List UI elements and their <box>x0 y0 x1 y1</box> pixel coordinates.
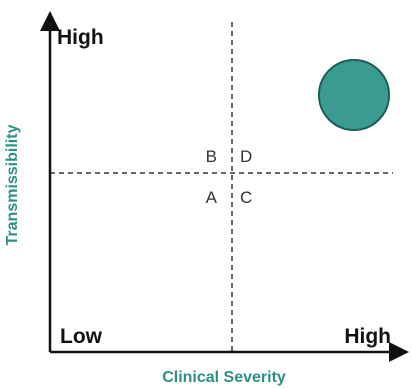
y-axis-high-label: High <box>57 26 104 49</box>
quadrant-b-label: B <box>206 147 217 166</box>
quadrant-a-label: A <box>206 188 218 207</box>
x-axis-low-label: Low <box>60 325 103 348</box>
x-axis-title: Clinical Severity <box>162 369 286 386</box>
quadrant-d-label: D <box>240 147 252 166</box>
x-axis-high-label: High <box>344 325 391 348</box>
quadrant-c-label: C <box>240 188 252 207</box>
y-axis-title: Transmissibility <box>4 124 21 245</box>
position-marker-circle <box>318 59 390 131</box>
